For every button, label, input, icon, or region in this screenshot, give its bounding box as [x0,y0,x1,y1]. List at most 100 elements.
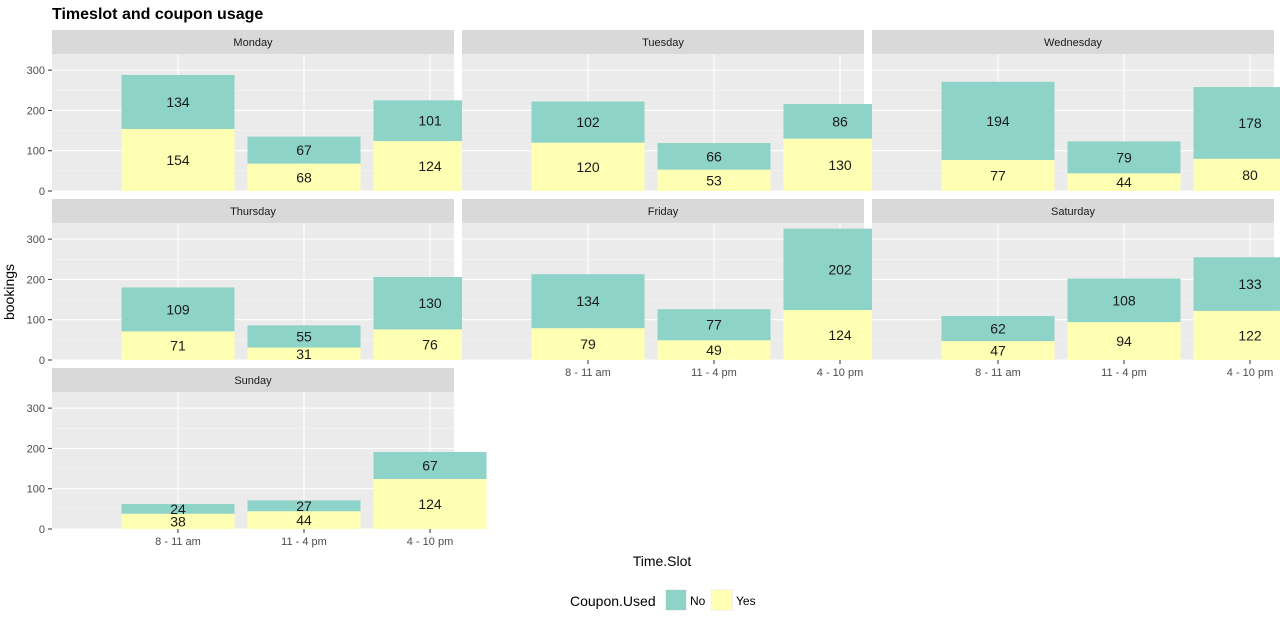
facet-strip [462,199,864,223]
x-axis-title: Time.Slot [633,553,692,569]
bar-value-label: 122 [1238,327,1262,343]
bar-value-label: 55 [296,328,312,344]
facet-panel-thursday: Thursday 0 100 200 300 71 109 31 55 76 130 [27,199,487,367]
x-tick-label: 11 - 4 pm [691,367,737,379]
x-tick-label: 8 - 11 am [155,536,201,548]
facet-strip [52,368,454,392]
bar-yes [247,163,361,191]
bar-value-label: 49 [706,342,722,358]
bar-yes [121,128,235,191]
facet-strip [872,199,1274,223]
legend-label: No [690,594,706,608]
facet-strip [462,30,864,54]
x-tick-label: 11 - 4 pm [1101,367,1147,379]
bar-value-label: 44 [1116,174,1132,190]
y-axis-title: bookings [1,264,17,320]
bar-value-label: 80 [1242,167,1258,183]
facet-strip-label: Saturday [1051,206,1096,218]
y-tick-label: 100 [27,484,45,496]
x-tick-label: 4 - 10 pm [817,367,863,379]
y-tick-label: 0 [39,355,45,367]
legend-title: Coupon.Used [570,593,656,609]
bar-yes [531,142,645,191]
x-tick-label: 4 - 10 pm [1227,367,1273,379]
bar-yes [1067,322,1181,360]
bar-value-label: 77 [990,167,1006,183]
bar-value-label: 66 [706,148,722,164]
bar-value-label: 194 [986,113,1010,129]
bar-value-label: 77 [706,317,722,333]
bar-value-label: 38 [170,513,186,529]
bar-value-label: 71 [170,338,186,354]
bar-no [1193,87,1280,159]
bar-no [657,309,771,341]
bar-no [247,500,361,512]
y-tick-label: 100 [27,146,45,158]
bar-no [941,81,1055,160]
bar-yes [941,341,1055,360]
y-tick-label: 100 [27,315,45,327]
bar-value-label: 94 [1116,333,1132,349]
bar-no [121,287,235,332]
bar-value-label: 27 [296,498,312,514]
facet-panel-wednesday: Wednesday 77 194 44 79 80 178 [872,30,1280,192]
legend-label: Yes [736,594,756,608]
chart-title: Timeslot and coupon usage [52,6,263,23]
x-tick-label: 8 - 11 am [975,367,1021,379]
bar-no [941,316,1055,342]
y-tick-label: 300 [27,65,45,77]
bar-value-label: 47 [990,343,1006,359]
bar-no [247,325,361,348]
bar-value-label: 24 [170,501,186,517]
bar-value-label: 134 [576,293,600,309]
bar-value-label: 67 [422,458,438,474]
bar-value-label: 31 [296,346,312,362]
bar-yes [121,513,235,529]
bar-no [121,504,235,514]
bar-value-label: 133 [1238,276,1262,292]
bar-value-label: 102 [576,114,600,130]
bar-yes [657,340,771,360]
y-tick-label: 300 [27,234,45,246]
facet-panels: Monday 0 100 200 300 154 134 68 67 124 101 Tuesday 1… [27,30,1280,548]
bar-yes [1067,173,1181,191]
y-tick-label: 200 [27,443,45,455]
bar-value-label: 130 [828,157,852,173]
facet-panel-friday: Friday 79 134 49 77 124 202 8 - 11 am 11 - 4 pm 4… [462,199,897,379]
bar-no [531,101,645,143]
y-tick-label: 200 [27,274,45,286]
bar-yes [247,511,361,529]
bar-value-label: 124 [418,158,442,174]
bar-value-label: 53 [706,172,722,188]
bar-no [121,74,235,129]
legend: Coupon.Used No Yes [570,589,756,611]
facet-panel-monday: Monday 0 100 200 300 154 134 68 67 124 101 [27,30,487,198]
bar-yes [373,479,487,529]
bar-value-label: 86 [832,113,848,129]
bar-no [247,136,361,164]
x-tick-label: 8 - 11 am [565,367,611,379]
bar-yes [657,169,771,191]
bar-value-label: 79 [1116,149,1132,165]
bar-value-label: 62 [990,321,1006,337]
bar-value-label: 124 [418,496,442,512]
bar-value-label: 67 [296,142,312,158]
facet-strip [52,30,454,54]
legend-key-yes [712,590,732,610]
bar-yes [1193,310,1280,360]
bar-no [1067,141,1181,174]
bar-value-label: 44 [296,512,312,528]
bar-yes [247,347,361,360]
bar-no [657,143,771,170]
facet-strip-label: Friday [648,206,679,218]
bar-value-label: 68 [296,169,312,185]
bar-value-label: 76 [422,337,438,353]
facet-strip-label: Tuesday [642,37,684,49]
x-tick-label: 11 - 4 pm [281,536,327,548]
bar-yes [121,331,235,360]
bar-value-label: 202 [828,261,852,277]
y-tick-label: 200 [27,105,45,117]
bar-no [373,452,487,480]
bar-no [1193,257,1280,311]
